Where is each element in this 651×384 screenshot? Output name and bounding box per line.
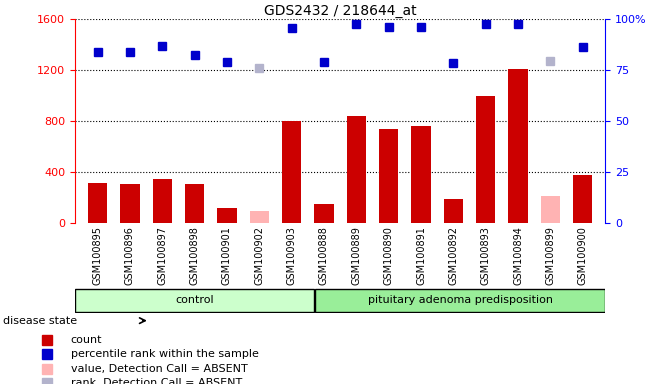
Bar bbox=[476, 96, 495, 223]
Text: GSM100899: GSM100899 bbox=[546, 226, 555, 285]
Text: GSM100892: GSM100892 bbox=[449, 226, 458, 285]
Bar bbox=[88, 183, 107, 223]
Bar bbox=[314, 204, 334, 223]
Text: GSM100888: GSM100888 bbox=[319, 226, 329, 285]
Text: rank, Detection Call = ABSENT: rank, Detection Call = ABSENT bbox=[71, 379, 242, 384]
Text: GSM100895: GSM100895 bbox=[92, 226, 102, 285]
Bar bbox=[573, 175, 592, 223]
Title: GDS2432 / 218644_at: GDS2432 / 218644_at bbox=[264, 4, 417, 18]
Text: GSM100894: GSM100894 bbox=[513, 226, 523, 285]
Text: control: control bbox=[175, 295, 214, 306]
Text: GSM100889: GSM100889 bbox=[352, 226, 361, 285]
Text: GSM100897: GSM100897 bbox=[157, 226, 167, 285]
Text: percentile rank within the sample: percentile rank within the sample bbox=[71, 349, 258, 359]
Text: GSM100893: GSM100893 bbox=[480, 226, 491, 285]
Text: count: count bbox=[71, 335, 102, 345]
Bar bbox=[541, 196, 560, 223]
Text: GSM100903: GSM100903 bbox=[286, 226, 297, 285]
Bar bbox=[346, 116, 366, 223]
Text: GSM100890: GSM100890 bbox=[383, 226, 394, 285]
Bar bbox=[444, 199, 463, 223]
Text: GSM100902: GSM100902 bbox=[255, 226, 264, 285]
Text: disease state: disease state bbox=[3, 316, 77, 326]
Bar bbox=[249, 211, 269, 223]
Bar bbox=[120, 184, 139, 223]
Bar bbox=[508, 69, 528, 223]
FancyBboxPatch shape bbox=[314, 289, 605, 312]
Text: GSM100900: GSM100900 bbox=[578, 226, 588, 285]
FancyBboxPatch shape bbox=[75, 289, 314, 312]
Text: value, Detection Call = ABSENT: value, Detection Call = ABSENT bbox=[71, 364, 247, 374]
Bar bbox=[217, 208, 236, 223]
Bar bbox=[411, 126, 431, 223]
Text: GSM100896: GSM100896 bbox=[125, 226, 135, 285]
Bar bbox=[379, 129, 398, 223]
Bar bbox=[152, 179, 172, 223]
Text: GSM100901: GSM100901 bbox=[222, 226, 232, 285]
Text: pituitary adenoma predisposition: pituitary adenoma predisposition bbox=[368, 295, 553, 306]
Bar bbox=[282, 121, 301, 223]
Bar bbox=[185, 184, 204, 223]
Text: GSM100898: GSM100898 bbox=[189, 226, 200, 285]
Text: GSM100891: GSM100891 bbox=[416, 226, 426, 285]
